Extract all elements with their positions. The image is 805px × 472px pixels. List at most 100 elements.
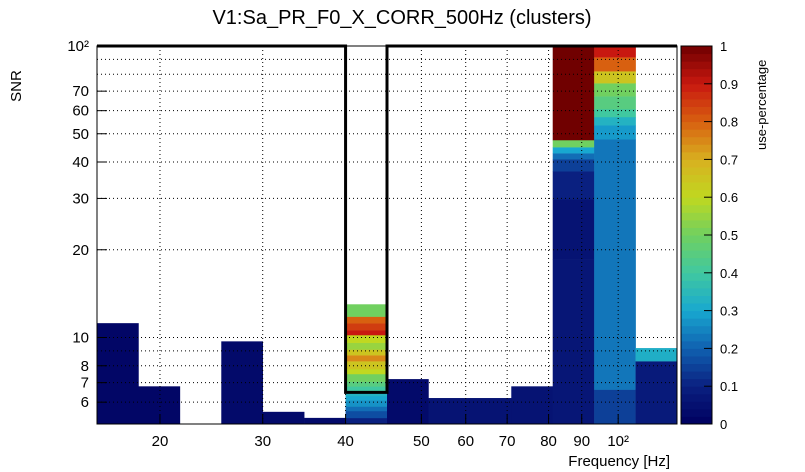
heatmap-cell (511, 386, 554, 425)
heatmap-cell (345, 361, 388, 370)
heatmap-cell (635, 348, 678, 362)
heatmap-cell (552, 159, 595, 172)
colorbar-tick-label: 0.5 (720, 228, 738, 243)
colorbar-segment (681, 98, 712, 107)
colorbar-tick-label: 0.2 (720, 341, 738, 356)
heatmap-cell (635, 361, 678, 425)
y-tick-label: 50 (72, 126, 89, 143)
x-tick-label: 90 (573, 433, 590, 450)
colorbar-segment (681, 144, 712, 153)
colorbar-segment (681, 46, 712, 55)
colorbar-segment (681, 61, 712, 70)
colorbar-segment (681, 272, 712, 281)
colorbar-tick-label: 0.7 (720, 152, 738, 167)
heatmap-cell (345, 373, 388, 382)
colorbar-segment (681, 212, 712, 221)
colorbar-tick-label: 0.3 (720, 304, 738, 319)
colorbar-tick-label: 0.8 (720, 115, 738, 130)
x-tick-label: 50 (413, 433, 430, 450)
heatmap-cell (221, 341, 264, 425)
colorbar-tick-label: 0.1 (720, 379, 738, 394)
x-axis-label: Frequency [Hz] (568, 453, 670, 470)
colorbar-segment (681, 53, 712, 62)
heatmap-cell (345, 355, 388, 362)
y-tick-label: 8 (81, 358, 89, 375)
colorbar-segment (681, 197, 712, 206)
colorbar-segment (681, 189, 712, 198)
colorbar-tick-label: 0.6 (720, 190, 738, 205)
heatmap-cell (594, 139, 636, 390)
heatmap-cell (345, 323, 388, 331)
colorbar-segment (681, 227, 712, 236)
colorbar-segment (681, 303, 712, 312)
heatmap-cell (345, 316, 388, 324)
colorbar-segment (681, 408, 712, 417)
x-tick-label: 80 (540, 433, 557, 450)
colorbar-segment (681, 378, 712, 387)
y-tick-label: 10² (67, 38, 89, 55)
colorbar-segment (681, 348, 712, 357)
heatmap-cell (345, 386, 388, 393)
x-tick-label: 70 (499, 433, 516, 450)
heatmap-cell (345, 368, 388, 375)
colorbar-segment (681, 106, 712, 115)
heatmap-cell (594, 57, 636, 72)
colorbar-segment (681, 355, 712, 365)
heatmap-cell (552, 259, 595, 425)
colorbar-segment (681, 257, 712, 266)
heatmap-cell (552, 171, 595, 200)
colorbar-segment (681, 91, 712, 100)
colorbar-segment (681, 235, 712, 244)
colorbar-segment (681, 333, 712, 342)
heatmap-cell (552, 199, 595, 260)
heatmap-cell (345, 417, 388, 425)
heatmap-cell (594, 116, 636, 126)
colorbar-segment (681, 114, 712, 123)
y-tick-label: 30 (72, 190, 89, 207)
heatmap-cell (594, 71, 636, 84)
colorbar-segment (681, 76, 712, 85)
y-tick-label: 10 (72, 330, 89, 347)
heatmap-cell (304, 417, 346, 425)
colorbar-segment (681, 287, 712, 296)
colorbar-segment (681, 242, 712, 251)
heatmap-cell (594, 96, 636, 110)
heatmap-cell (345, 400, 388, 407)
heatmap-cell (345, 406, 388, 412)
colorbar-segment (681, 159, 712, 168)
heatmap-cell (469, 398, 512, 425)
colorbar-segment (681, 151, 712, 160)
heatmap-cell (345, 330, 388, 336)
heatmap-cell (345, 342, 388, 350)
colorbar-segment (681, 386, 712, 395)
heatmap-cell (345, 381, 388, 387)
colorbar-segment (681, 129, 712, 138)
colorbar-segment (681, 393, 712, 402)
colorbar-segment (681, 219, 712, 228)
colorbar-segment (681, 310, 712, 319)
heatmap-cell (262, 411, 305, 425)
plot-frame (96, 45, 678, 425)
heatmap-cell (345, 396, 388, 401)
y-tick-label: 6 (81, 394, 89, 411)
colorbar-segment (681, 68, 712, 77)
colorbar-tick-label: 0.9 (720, 77, 738, 92)
heatmap-cell (345, 304, 388, 317)
colorbar-segment (681, 416, 712, 425)
x-tick-label: 10² (607, 433, 629, 450)
x-tick-label: 30 (254, 433, 271, 450)
y-tick-label: 60 (72, 103, 89, 120)
colorbar-label: use-percentage (754, 60, 769, 150)
y-axis-label: SNR (8, 70, 25, 102)
heatmap-cell (552, 153, 595, 160)
heatmap-cell (138, 386, 181, 425)
chart-title: V1:Sa_PR_F0_X_CORR_500Hz (clusters) (212, 7, 591, 29)
heatmap-cell (594, 46, 636, 58)
heatmap-cell (552, 139, 595, 148)
y-tick-label: 40 (72, 154, 89, 171)
x-tick-label: 20 (152, 433, 169, 450)
heatmap-cell (345, 410, 388, 419)
colorbar-tick-label: 0.4 (720, 266, 738, 281)
colorbar-tick-label: 1 (720, 39, 727, 54)
